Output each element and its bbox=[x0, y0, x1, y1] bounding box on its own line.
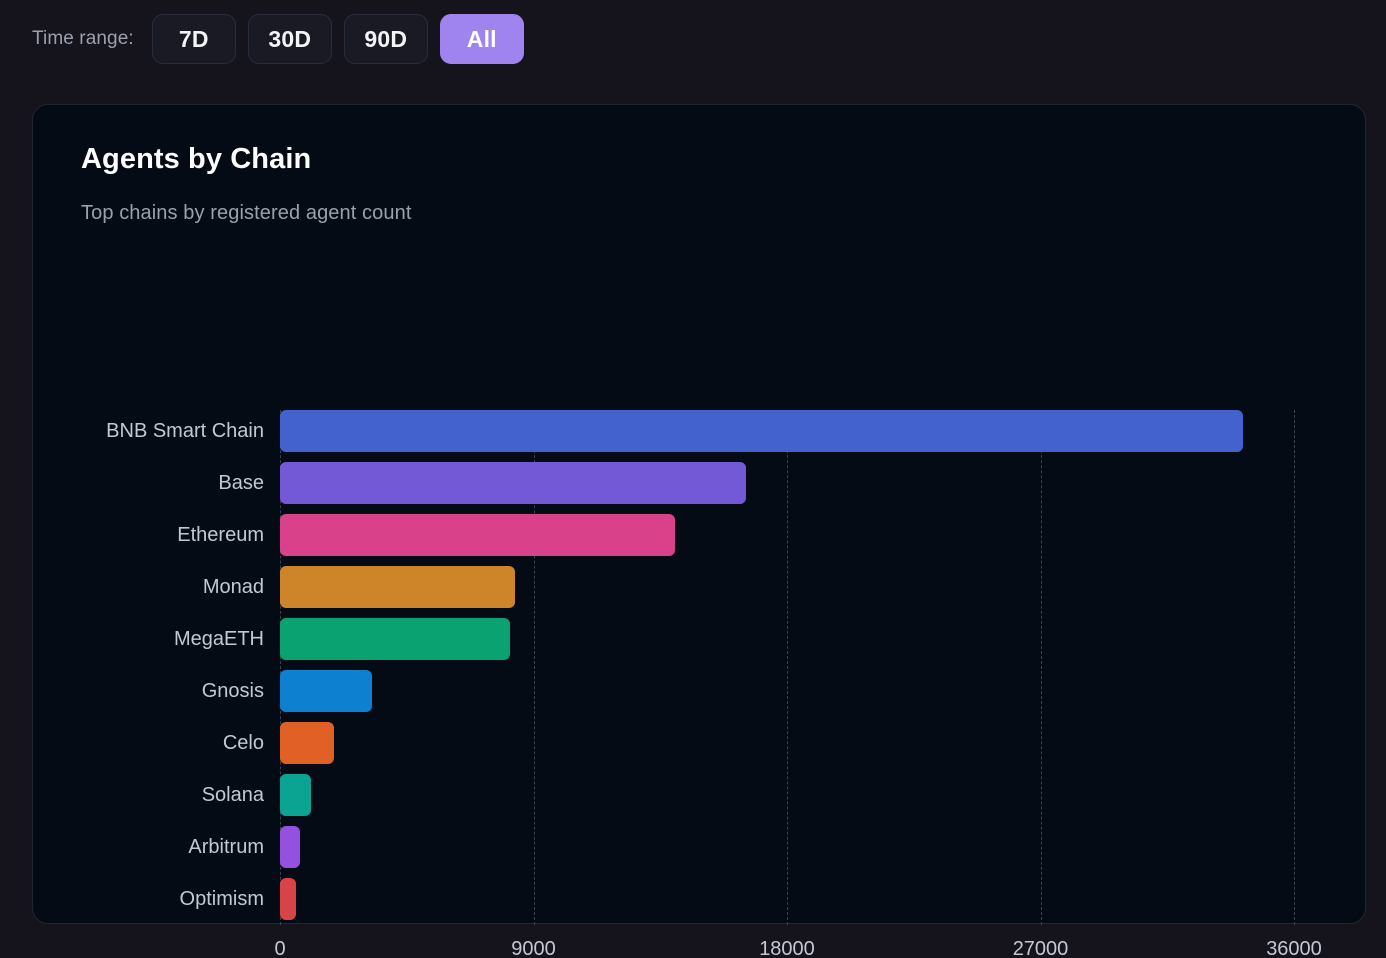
chart-category-label: BNB Smart Chain bbox=[106, 420, 264, 442]
chart-gridline bbox=[1040, 410, 1042, 925]
chart-gridline bbox=[280, 410, 281, 925]
chart-bar[interactable] bbox=[280, 462, 747, 504]
chart-x-tick-label: 18000 bbox=[759, 938, 815, 958]
agents-by-chain-bar-chart: BNB Smart Chain Base Ethereum Monad MegaETH G… bbox=[33, 280, 1367, 958]
chart-bar[interactable] bbox=[280, 410, 1244, 452]
chart-bar[interactable] bbox=[280, 774, 311, 816]
chart-bar[interactable] bbox=[280, 826, 300, 868]
chart-category-label: Optimism bbox=[179, 888, 264, 910]
chart-bar-row[interactable]: Base bbox=[218, 462, 747, 504]
chart-bar[interactable] bbox=[280, 878, 297, 920]
time-range-option-label: 90D bbox=[364, 25, 408, 52]
chart-category-label: Gnosis bbox=[201, 680, 264, 702]
time-range-label: Time range: bbox=[32, 28, 134, 49]
chart-bar-row[interactable]: Optimism bbox=[180, 878, 297, 920]
chart-gridline bbox=[1294, 410, 1295, 925]
chart-bar[interactable] bbox=[280, 670, 372, 712]
chart-bar-row[interactable]: Solana bbox=[202, 774, 311, 816]
chart-bar[interactable] bbox=[280, 722, 334, 764]
chart-category-label: Monad bbox=[202, 576, 264, 598]
chart-plot-area: BNB Smart Chain Base Ethereum Monad MegaETH G… bbox=[106, 410, 1322, 958]
chart-gridline bbox=[533, 410, 535, 925]
chart-bar-row[interactable]: Arbitrum bbox=[188, 826, 300, 868]
time-range-option-all[interactable]: All bbox=[439, 14, 524, 64]
chart-category-label: Solana bbox=[201, 784, 264, 806]
time-range-option-90d[interactable]: 90D bbox=[343, 14, 428, 64]
chart-bar-row[interactable]: BNB Smart Chain bbox=[106, 410, 1244, 452]
chart-category-label: Base bbox=[218, 472, 264, 494]
time-range-option-30d[interactable]: 30D bbox=[247, 14, 332, 64]
time-range-option-7d[interactable]: 7D bbox=[151, 14, 236, 64]
chart-category-label: Ethereum bbox=[177, 524, 264, 546]
agents-by-chain-card: Agents by Chain Top chains by registered… bbox=[32, 104, 1367, 958]
chart-x-tick-label: 36000 bbox=[1266, 938, 1322, 958]
chart-x-tick-label: 27000 bbox=[1012, 938, 1069, 958]
chart-bar-row[interactable]: Gnosis bbox=[202, 670, 372, 712]
chart-bar[interactable] bbox=[280, 514, 676, 556]
chart-x-tick-label: 9000 bbox=[511, 938, 556, 958]
chart-category-label: MegaETH bbox=[173, 628, 264, 650]
chart-category-label: Celo bbox=[222, 732, 264, 754]
time-range-option-label: 30D bbox=[268, 25, 312, 52]
chart-bar[interactable] bbox=[280, 566, 516, 608]
card-subtitle: Top chains by registered agent count bbox=[81, 202, 412, 224]
chart-x-tick-label: 0 bbox=[274, 938, 286, 958]
chart-bar[interactable] bbox=[280, 618, 511, 660]
time-range-option-label: All bbox=[466, 25, 497, 52]
card-title: Agents by Chain bbox=[81, 143, 312, 175]
time-range-toolbar: Time range: 7D 30D 90D All bbox=[0, 0, 1386, 64]
chart-category-label: Arbitrum bbox=[188, 836, 264, 858]
chart-bar-row[interactable]: Monad bbox=[203, 566, 516, 608]
chart-bar-row[interactable]: Celo bbox=[223, 722, 334, 764]
chart-gridline bbox=[787, 410, 788, 925]
time-range-option-label: 7D bbox=[178, 25, 209, 52]
chart-bar-row[interactable]: Ethereum bbox=[177, 514, 676, 556]
chart-bar-row[interactable]: MegaETH bbox=[174, 618, 511, 660]
